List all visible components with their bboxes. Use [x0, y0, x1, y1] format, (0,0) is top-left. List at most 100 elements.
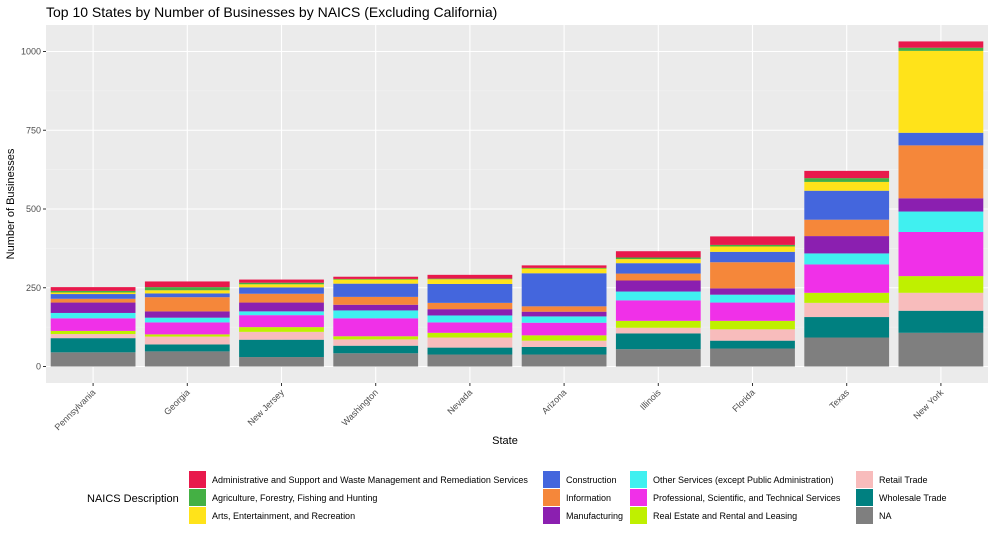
legend-swatch	[856, 471, 873, 488]
bar-segment	[804, 236, 890, 254]
bar-segment	[615, 273, 701, 281]
legend-swatch	[856, 489, 873, 506]
bar-segment	[144, 281, 230, 288]
bar-segment	[333, 353, 419, 367]
bar-segment	[239, 311, 324, 316]
y-axis: 0 250 500 750 1000	[21, 47, 46, 372]
bar-segment	[333, 283, 419, 297]
bar-segment	[521, 311, 607, 317]
bar-segment	[333, 279, 419, 284]
bar-segment	[427, 278, 513, 280]
bar-segment	[427, 283, 513, 303]
legend-swatch	[630, 507, 647, 524]
bar-segment	[710, 236, 795, 245]
legend-label: Wholesale Trade	[879, 493, 947, 503]
legend-label: Construction	[566, 475, 617, 485]
y-tick-label: 0	[36, 362, 41, 372]
bar-segment	[804, 190, 890, 220]
bar-segment	[710, 288, 795, 295]
legend-label: Arts, Entertainment, and Recreation	[212, 511, 355, 521]
bar-segment	[898, 211, 984, 232]
bar-segment	[50, 352, 136, 367]
bar-segment	[144, 322, 230, 335]
y-tick-label: 250	[26, 283, 41, 293]
bar-segment	[710, 320, 795, 330]
bar-segment	[804, 170, 890, 179]
legend-label: Manufacturing	[566, 511, 623, 521]
bar-segment	[710, 262, 795, 289]
bar-segment	[898, 41, 984, 48]
bar-segment	[521, 316, 607, 323]
bar-segment	[50, 290, 136, 293]
bar-segment	[615, 280, 701, 292]
bar-segment	[521, 346, 607, 355]
y-tick-label: 500	[26, 204, 41, 214]
bar-segment	[333, 278, 419, 280]
legend-swatch	[543, 507, 560, 524]
bar-segment	[521, 335, 607, 341]
bar-segment	[898, 47, 984, 51]
bar-segment	[144, 311, 230, 318]
bar-segment	[521, 265, 607, 268]
legend: Administrative and Support and Waste Man…	[189, 471, 947, 524]
bar-segment	[521, 273, 607, 307]
legend-label: NA	[879, 511, 892, 521]
legend-swatch	[630, 489, 647, 506]
bar-segment	[239, 284, 324, 288]
legend-label: Professional, Scientific, and Technical …	[653, 493, 841, 503]
bar-segment	[50, 287, 136, 291]
bar-segment	[333, 310, 419, 319]
bar-segment	[144, 287, 230, 291]
bar-segment	[804, 181, 890, 191]
legend-label: Retail Trade	[879, 475, 928, 485]
y-tick-label: 1000	[21, 47, 41, 57]
bar-segment	[144, 351, 230, 367]
legend-swatch	[630, 471, 647, 488]
bar-segment	[615, 257, 701, 260]
bar-segment	[239, 315, 324, 328]
bar-segment	[50, 292, 136, 295]
bar-segment	[521, 322, 607, 336]
y-axis-title: Number of Businesses	[5, 148, 17, 259]
legend-swatch	[856, 507, 873, 524]
bar-segment	[239, 293, 324, 303]
bar-segment	[50, 330, 136, 335]
legend-label: Other Services (except Public Administra…	[653, 475, 834, 485]
bar-segment	[615, 320, 701, 328]
legend-label: Agriculture, Forestry, Fishing and Hunti…	[212, 493, 377, 503]
legend-swatch	[189, 507, 206, 524]
legend-swatch	[543, 489, 560, 506]
bar-segment	[521, 340, 607, 347]
bar-segment	[333, 318, 419, 337]
legend-label: Information	[566, 493, 611, 503]
bar-segment	[50, 294, 136, 299]
bar-segment	[804, 264, 890, 293]
bars	[50, 41, 984, 367]
bar-segment	[333, 304, 419, 311]
bar-segment	[427, 354, 513, 367]
bar-segment	[144, 290, 230, 294]
legend-label: Administrative and Support and Waste Man…	[212, 475, 528, 485]
bar-segment	[427, 347, 513, 355]
x-axis-title: State	[492, 435, 518, 447]
bar-segment	[50, 334, 136, 339]
bar-segment	[804, 317, 890, 338]
bar-segment	[804, 178, 890, 182]
bar-segment	[710, 251, 795, 263]
bar-segment	[239, 357, 324, 367]
bar-segment	[239, 282, 324, 285]
bar-segment	[615, 259, 701, 264]
bar-segment	[50, 298, 136, 303]
bar-segment	[615, 349, 701, 367]
bar-segment	[144, 344, 230, 352]
legend-title: NAICS Description	[87, 493, 179, 505]
bar-segment	[333, 276, 419, 279]
bar-segment	[710, 246, 795, 252]
bar-segment	[615, 251, 701, 258]
bar-segment	[710, 244, 795, 247]
bar-segment	[615, 327, 701, 334]
bar-segment	[239, 339, 324, 358]
bar-segment	[427, 309, 513, 316]
bar-segment	[333, 345, 419, 354]
